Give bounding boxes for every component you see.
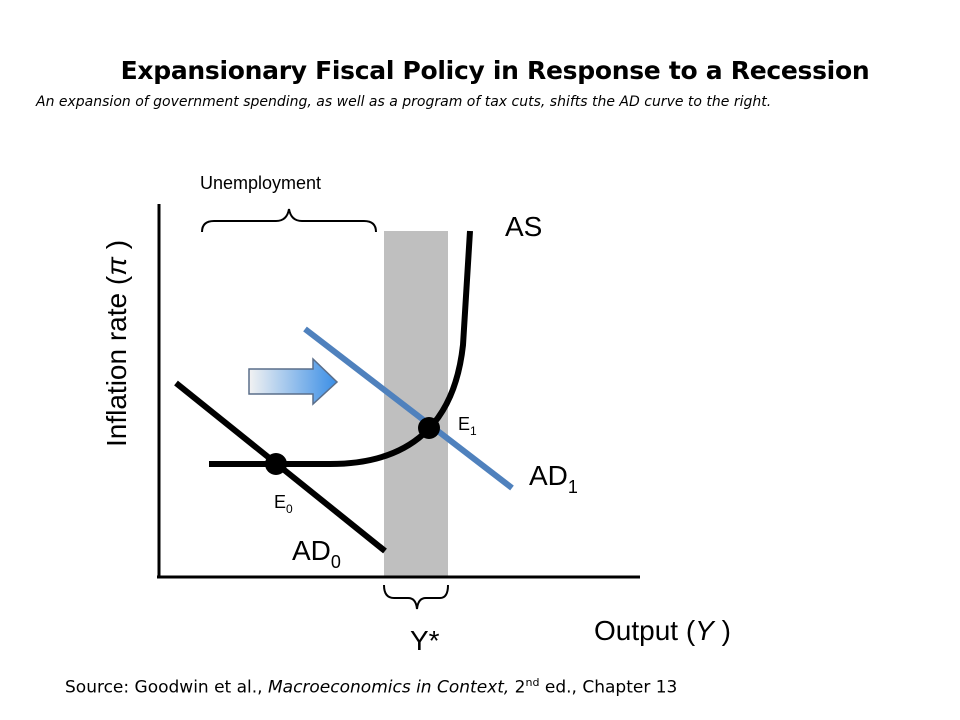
source-edition-number: 2 [509,677,526,698]
ad0-label: AD0 [292,535,341,572]
e0-label: E0 [274,492,293,516]
shift-right-arrow [248,357,339,406]
unemployment-label: Unemployment [200,173,321,193]
unemployment-brace [201,208,377,233]
e1-label: E1 [458,414,477,438]
ad1-label: AD1 [529,460,578,497]
equilibrium-e1-point [418,417,440,439]
ad1-curve [303,326,514,491]
x-axis-label: Output (Y ) [594,615,731,646]
source-suffix: ed., Chapter 13 [539,677,678,698]
as-label: AS [505,211,542,242]
source-citation: Source: Goodwin et al., Macroeconomics i… [65,676,677,698]
full-employment-band [384,231,448,577]
y-axis-label: Inflation rate (π ) [101,240,132,447]
equilibrium-e0-point [265,453,287,475]
potential-output-label: Y* [410,625,440,656]
potential-output-brace [383,584,449,610]
source-book-title: Macroeconomics in Context, [267,677,510,698]
chart-title: Expansionary Fiscal Policy in Response t… [120,56,870,85]
source-edition-suffix: nd [525,676,540,689]
source-prefix: Source: Goodwin et al., [65,677,268,698]
chart-subtitle: An expansion of government spending, as … [36,94,772,110]
